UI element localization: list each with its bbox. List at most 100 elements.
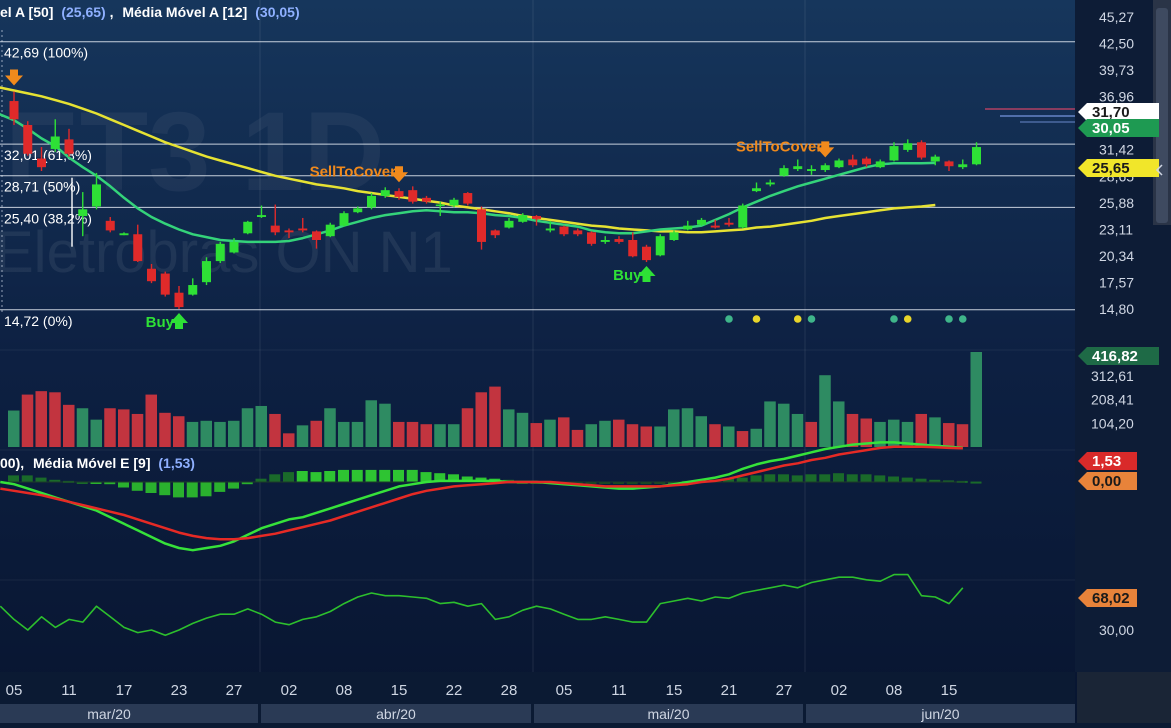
candle-body bbox=[408, 190, 418, 202]
fib-label-3: 25,40 (38,2%) bbox=[4, 210, 92, 226]
candle-body bbox=[683, 225, 693, 230]
macd-hist-bar bbox=[846, 474, 858, 482]
price-tick-3: 36,96 bbox=[1099, 89, 1134, 105]
candle-body bbox=[353, 208, 363, 213]
month-band-3 bbox=[806, 704, 1075, 723]
ma12-legend-label: Média Móvel A [12] bbox=[122, 4, 247, 20]
volume-bar bbox=[406, 421, 419, 447]
day-tick-12: 15 bbox=[666, 682, 683, 699]
candle-body bbox=[325, 224, 335, 237]
candle-body bbox=[820, 165, 830, 171]
volume-bar bbox=[668, 409, 680, 447]
volume-bar bbox=[860, 418, 872, 447]
macd-hist-bar bbox=[970, 481, 982, 484]
day-tick-13: 21 bbox=[721, 682, 738, 699]
volume-bar bbox=[901, 421, 914, 447]
volume-bar bbox=[365, 400, 377, 447]
candle-body bbox=[765, 182, 775, 185]
volume-bar bbox=[159, 412, 171, 447]
macd-hist-bar bbox=[35, 477, 47, 482]
candle-body bbox=[669, 232, 679, 241]
day-tick-8: 22 bbox=[446, 682, 463, 699]
candle-body bbox=[532, 216, 541, 219]
candle-body bbox=[490, 230, 500, 236]
macd-hist-bar bbox=[76, 482, 88, 484]
macd-hist-bar bbox=[379, 469, 391, 482]
buy-arrow-1 bbox=[170, 313, 188, 329]
candle-body bbox=[600, 240, 610, 242]
macd-hist-bar bbox=[736, 477, 748, 482]
volume-bar bbox=[283, 433, 295, 447]
volume-bar bbox=[173, 416, 185, 447]
macd-hist-bar bbox=[365, 469, 377, 482]
candle-body bbox=[834, 160, 844, 168]
macd-hist-bar bbox=[750, 475, 762, 482]
trade-signals[interactable]: Buy SellToCover Buy SellToCover bbox=[5, 69, 835, 331]
price-badge: 31,70 bbox=[1092, 104, 1130, 121]
price-tick-7: 25,88 bbox=[1099, 195, 1134, 211]
sell-arrow-4 bbox=[816, 141, 835, 158]
volume-bar bbox=[503, 409, 515, 447]
candlesticks[interactable] bbox=[9, 91, 982, 309]
candle-body bbox=[958, 164, 968, 168]
volume-bar bbox=[709, 424, 721, 447]
signal-dot-0 bbox=[725, 315, 733, 323]
candle-body bbox=[422, 197, 431, 202]
volume-bar bbox=[750, 428, 762, 447]
macd-hist-bar bbox=[764, 474, 776, 482]
grid-lines bbox=[0, 0, 1075, 672]
candle-body bbox=[202, 261, 211, 283]
macd-zero-badge: 0,00 bbox=[1092, 473, 1121, 490]
indicator-lines bbox=[0, 86, 964, 637]
volume-bar bbox=[915, 413, 927, 447]
day-tick-9: 28 bbox=[501, 682, 518, 699]
buy-signal-label-1: Buy bbox=[146, 314, 175, 331]
macd-hist-bar bbox=[90, 482, 102, 484]
volume-bar bbox=[434, 424, 446, 447]
macd-zero-badge-shape bbox=[1078, 472, 1137, 490]
volume-bar bbox=[448, 424, 460, 447]
macd-hist-bar bbox=[640, 482, 652, 485]
day-tick-15: 02 bbox=[831, 682, 848, 699]
candle-body bbox=[133, 234, 143, 262]
buy-signal-label-3: Buy bbox=[613, 267, 642, 284]
volume-tick-2: 104,20 bbox=[1091, 415, 1134, 431]
day-tick-10: 05 bbox=[556, 682, 573, 699]
candle-body bbox=[380, 190, 390, 196]
macd-hist-bar bbox=[626, 482, 638, 485]
sell-arrow-2 bbox=[390, 166, 408, 183]
macd-legend: 00), Média Móvel E [9] (1,53) bbox=[0, 455, 195, 471]
volume-bar bbox=[723, 426, 735, 447]
macd-hist-bar bbox=[833, 473, 844, 482]
signal-dot-2 bbox=[793, 315, 802, 323]
macd-hist-bar bbox=[393, 469, 404, 482]
macd-hist-bar bbox=[448, 474, 459, 482]
volume-bar bbox=[49, 392, 61, 447]
signal-dot-1 bbox=[752, 315, 761, 323]
macd-hist-bar bbox=[131, 482, 143, 491]
volume-bar bbox=[819, 375, 831, 447]
candle-body bbox=[504, 220, 514, 228]
macd-hist-bar bbox=[145, 482, 157, 493]
volume-bar bbox=[585, 424, 597, 447]
candle-body bbox=[188, 285, 198, 295]
candle-body bbox=[559, 226, 569, 235]
rsi-tick-0: 30,00 bbox=[1099, 622, 1134, 638]
price-tick-5: 31,42 bbox=[1099, 142, 1134, 158]
macd-hist-bar bbox=[888, 476, 899, 482]
candle-body bbox=[917, 142, 926, 158]
signal-dot-4 bbox=[890, 315, 898, 323]
volume-bar bbox=[791, 413, 804, 447]
price-tick-1: 42,50 bbox=[1099, 36, 1134, 52]
candle-body bbox=[312, 231, 321, 241]
volume-bar bbox=[833, 401, 845, 447]
macd-hist-bar bbox=[805, 474, 817, 482]
ma50-legend-value: (25,65) bbox=[61, 4, 105, 20]
fib-label-0: 42,69 (100%) bbox=[4, 45, 88, 61]
macd-hist-bar bbox=[173, 482, 184, 498]
volume-bar bbox=[8, 410, 20, 447]
month-band-2 bbox=[534, 704, 803, 723]
macd-hist-bar bbox=[915, 478, 927, 482]
candle-body bbox=[697, 219, 706, 225]
